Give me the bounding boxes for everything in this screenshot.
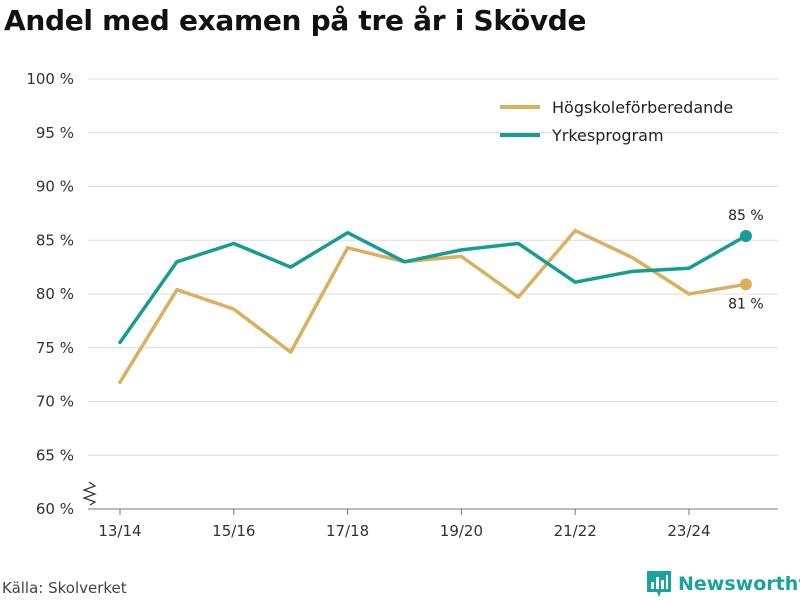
source-note: Källa: Skolverket — [2, 579, 127, 597]
x-tick-label: 23/24 — [667, 522, 710, 540]
y-tick-label: 65 % — [36, 446, 74, 464]
y-tick-label: 70 % — [36, 393, 74, 411]
y-tick-label: 100 % — [26, 70, 74, 88]
chart-title: Andel med examen på tre år i Skövde — [4, 4, 587, 37]
y-tick-label: 95 % — [36, 124, 74, 142]
data-point — [739, 229, 752, 242]
x-tick-label: 19/20 — [440, 522, 483, 540]
y-tick-label: 60 % — [36, 500, 74, 518]
x-axis: 13/14 15/16 17/18 19/20 21/22 23/24 — [82, 481, 778, 540]
legend-label: Yrkesprogram — [551, 126, 664, 145]
brand-name: Newsworthy — [678, 573, 800, 595]
legend: Högskoleförberedande Yrkesprogram — [500, 98, 733, 145]
x-tick-label: 13/14 — [98, 522, 141, 540]
series-line-yrkesprogram — [118, 230, 748, 345]
axis-break-icon — [82, 481, 97, 506]
y-tick-label: 75 % — [36, 339, 74, 357]
gridlines — [88, 78, 778, 456]
y-axis-tick-labels: 60 % 65 % 70 % 75 % 80 % 85 % 90 % 95 % 100 % — [26, 70, 74, 518]
y-tick-label: 90 % — [36, 178, 74, 196]
brand-logo[interactable]: Newsworthy — [646, 570, 800, 598]
x-tick-label: 21/22 — [554, 522, 597, 540]
x-tick-label: 15/16 — [212, 522, 255, 540]
series-lines: 81 % 85 % — [118, 208, 764, 384]
y-tick-label: 80 % — [36, 285, 74, 303]
y-tick-label: 85 % — [36, 231, 74, 249]
x-tick-label: 17/18 — [326, 522, 369, 540]
legend-label: Högskoleförberedande — [552, 98, 733, 117]
end-value-label: 81 % — [728, 296, 764, 312]
data-point — [739, 278, 752, 291]
bar-chart-logo-icon — [647, 571, 671, 597]
end-value-label: 85 % — [728, 208, 764, 224]
series-line-hogskoleforberedande — [118, 228, 748, 384]
